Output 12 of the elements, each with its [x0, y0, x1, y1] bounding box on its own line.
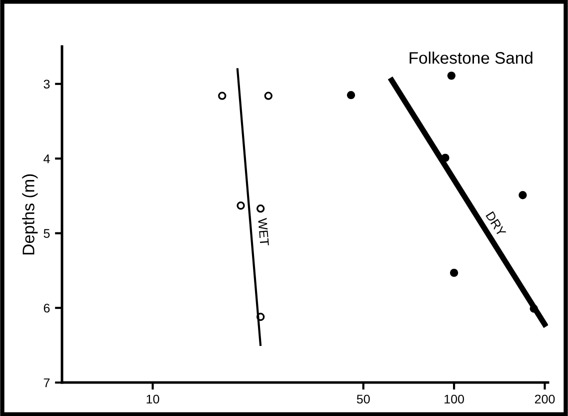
y-axis-title: Depths (m) — [22, 174, 38, 254]
y-tick-label: 3 — [44, 80, 50, 89]
y-tick-label: 7 — [44, 378, 50, 388]
chart-title: Folkestone Sand — [410, 52, 532, 64]
y-tick-label: 6 — [44, 304, 50, 313]
x-tick-label: 10 — [146, 394, 160, 404]
x-tick-label: 200 — [534, 394, 555, 404]
y-tick-label: 5 — [44, 229, 50, 238]
text: WET — [258, 218, 269, 246]
x-tick-label: 100 — [444, 394, 464, 404]
y-tick-label: 4 — [44, 154, 50, 164]
x-tick-label: 50 — [356, 394, 370, 404]
